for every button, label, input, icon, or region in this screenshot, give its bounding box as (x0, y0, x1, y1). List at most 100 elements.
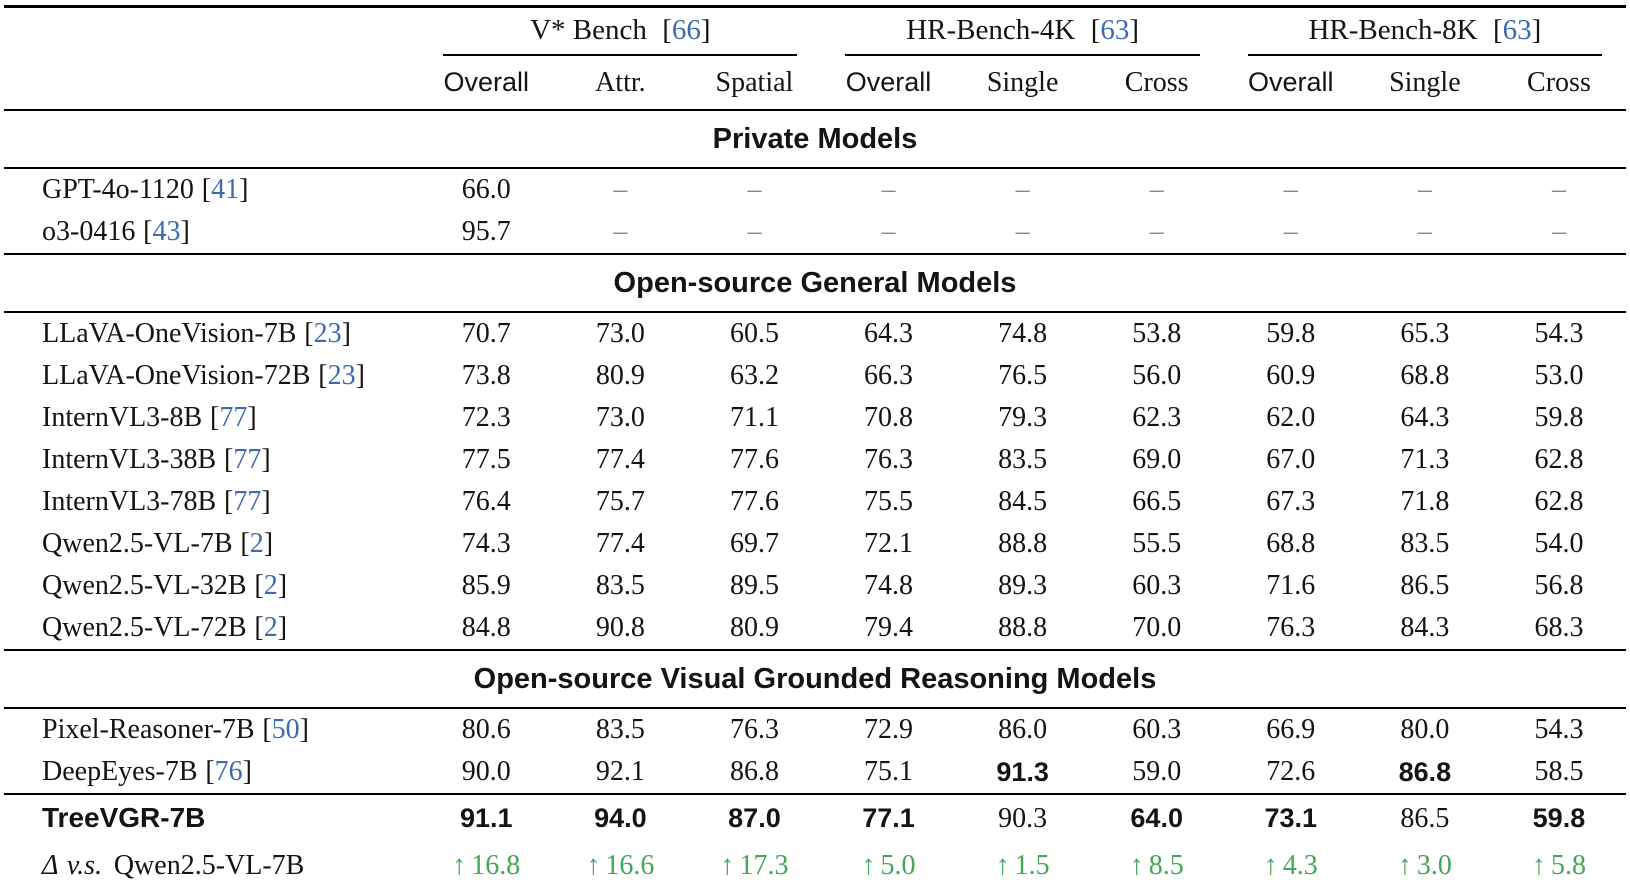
delta-cell: ↑ 16.8 (419, 842, 553, 884)
close-bracket: ] (1129, 14, 1140, 46)
close-bracket: ] (1531, 14, 1542, 46)
citation-link[interactable]: 50 (271, 714, 300, 745)
metric-cell: 90.0 (461, 756, 511, 787)
metric-cell: 89.3 (998, 570, 1048, 601)
open-bracket: [ (1492, 14, 1503, 46)
model-cell: Qwen2.5-VL-72B [2] (4, 607, 419, 650)
close-bracket: ] (277, 612, 288, 643)
citation-brackets: [77] (210, 402, 257, 433)
citation-link[interactable]: 2 (249, 528, 264, 559)
metric-cell: 73.1 (1223, 793, 1358, 842)
citation-brackets: [63] (1091, 14, 1139, 46)
model-name: InternVL3-8B (42, 402, 203, 433)
metric-cell: 56.0 (1132, 360, 1182, 391)
metric-cell: 53.0 (1534, 360, 1584, 391)
metric-cell: 77.6 (729, 486, 779, 517)
dash-cell: – (613, 216, 628, 247)
model-cell: InternVL3-78B [77] (4, 481, 419, 523)
dash-cell: – (1417, 174, 1432, 205)
dash-cell: – (1283, 174, 1298, 205)
close-bracket: ] (277, 570, 288, 601)
model-name: TreeVGR-7B (42, 802, 206, 833)
model-row: o3-0416 [43] 95.7 – – – – – – – – (4, 211, 1626, 254)
citation-brackets: [77] (224, 486, 271, 517)
dash-cell: – (1551, 216, 1566, 247)
benchmark-name: HR-Bench-8K (1308, 14, 1478, 46)
citation-link[interactable]: 23 (327, 360, 356, 391)
section-banner: Open-source Visual Grounded Reasoning Mo… (4, 649, 1626, 709)
column-header: Attr. (595, 66, 646, 98)
metric-cell: 73.0 (595, 318, 645, 349)
citation-brackets: [23] (318, 360, 365, 391)
citation-brackets: [66] (662, 14, 710, 46)
metric-cell: 77.4 (595, 444, 645, 475)
model-cell: LLaVA-OneVision-72B [23] (4, 355, 419, 397)
dash-cell: – (881, 174, 896, 205)
delta-value: 4.3 (1282, 850, 1318, 881)
section-banner: Private Models (4, 109, 1626, 169)
model-row: Qwen2.5-VL-32B [2] 85.9 83.5 89.5 74.8 89.3 60.… (4, 565, 1626, 607)
close-bracket: ] (247, 402, 257, 433)
citation-link[interactable]: 77 (233, 486, 262, 517)
citation-link[interactable]: 63 (1100, 14, 1130, 46)
citation-link[interactable]: 66 (671, 14, 701, 46)
citation-link[interactable]: 2 (263, 570, 278, 601)
metric-cell: 54.3 (1534, 714, 1584, 745)
citation-link[interactable]: 2 (263, 612, 278, 643)
metric-cell: 67.0 (1266, 444, 1316, 475)
model-cell: GPT-4o-1120 [41] (4, 168, 419, 211)
metric-cell: 66.9 (1266, 714, 1316, 745)
metric-cell: 76.3 (729, 714, 779, 745)
metric-cell: 53.8 (1132, 318, 1182, 349)
metric-cell: 77.5 (461, 444, 511, 475)
delta-value: 3.0 (1416, 850, 1452, 881)
model-name: Pixel-Reasoner-7B (42, 714, 255, 745)
delta-cell: ↑ 4.3 (1224, 842, 1358, 884)
citation-link[interactable]: 43 (152, 216, 181, 247)
citation-link[interactable]: 63 (1502, 14, 1532, 46)
metric-cell: 76.5 (998, 360, 1048, 391)
metric-cell: 94.0 (553, 793, 688, 842)
citation-link[interactable]: 41 (211, 174, 240, 205)
model-cell: InternVL3-8B [77] (4, 397, 419, 439)
metric-cell: 74.8 (864, 570, 914, 601)
metric-cell: 62.3 (1132, 402, 1182, 433)
model-cell: Qwen2.5-VL-32B [2] (4, 565, 419, 607)
metric-cell: 65.3 (1400, 318, 1450, 349)
model-row: LLaVA-OneVision-72B [23] 73.8 80.9 63.2 66.3 7… (4, 355, 1626, 397)
citation-link[interactable]: 76 (214, 756, 243, 787)
benchmark-table: V* Bench [66] HR-Bench-4K [63] HR-Bench-8K… (4, 5, 1626, 884)
metric-cell: 73.8 (461, 360, 511, 391)
summary-row: TreeVGR-7B 91.1 94.0 87.0 77.1 90.3 64.0 73.1 86… (4, 793, 1626, 842)
model-name: Qwen2.5-VL-7B (42, 528, 233, 559)
benchmark-name: V* Bench (530, 14, 647, 46)
baseline-model-name: Qwen2.5-VL-7B (113, 850, 305, 881)
delta-value: 16.6 (605, 850, 655, 881)
citation-link[interactable]: 23 (313, 318, 342, 349)
metric-cell: 95.7 (461, 216, 511, 247)
citation-link[interactable]: 77 (219, 402, 248, 433)
up-arrow-icon: ↑ (861, 850, 876, 881)
delta-cell: ↑ 1.5 (956, 842, 1090, 884)
model-row: InternVL3-8B [77] 72.3 73.0 71.1 70.8 79.3 62.3… (4, 397, 1626, 439)
metric-cell: 77.6 (729, 444, 779, 475)
up-arrow-icon: ↑ (720, 850, 735, 881)
dash-cell: – (1015, 216, 1030, 247)
metric-cell: 83.5 (1400, 528, 1450, 559)
citation-brackets: [43] (143, 216, 190, 247)
citation-brackets: [2] (240, 528, 273, 559)
citation-link[interactable]: 77 (233, 444, 262, 475)
citation-brackets: [23] (304, 318, 351, 349)
close-bracket: ] (180, 216, 190, 247)
close-bracket: ] (242, 756, 252, 787)
delta-value: 1.5 (1014, 850, 1050, 881)
metric-cell: 79.4 (864, 612, 914, 643)
metric-cell: 71.8 (1400, 486, 1450, 517)
metric-cell: 83.5 (998, 444, 1048, 475)
close-bracket: ] (239, 174, 249, 205)
metric-cell: 68.8 (1400, 360, 1450, 391)
up-arrow-icon: ↑ (1531, 850, 1546, 881)
column-header: Cross (1124, 66, 1189, 98)
metric-cell: 80.6 (461, 714, 511, 745)
metric-cell: 59.8 (1266, 318, 1316, 349)
